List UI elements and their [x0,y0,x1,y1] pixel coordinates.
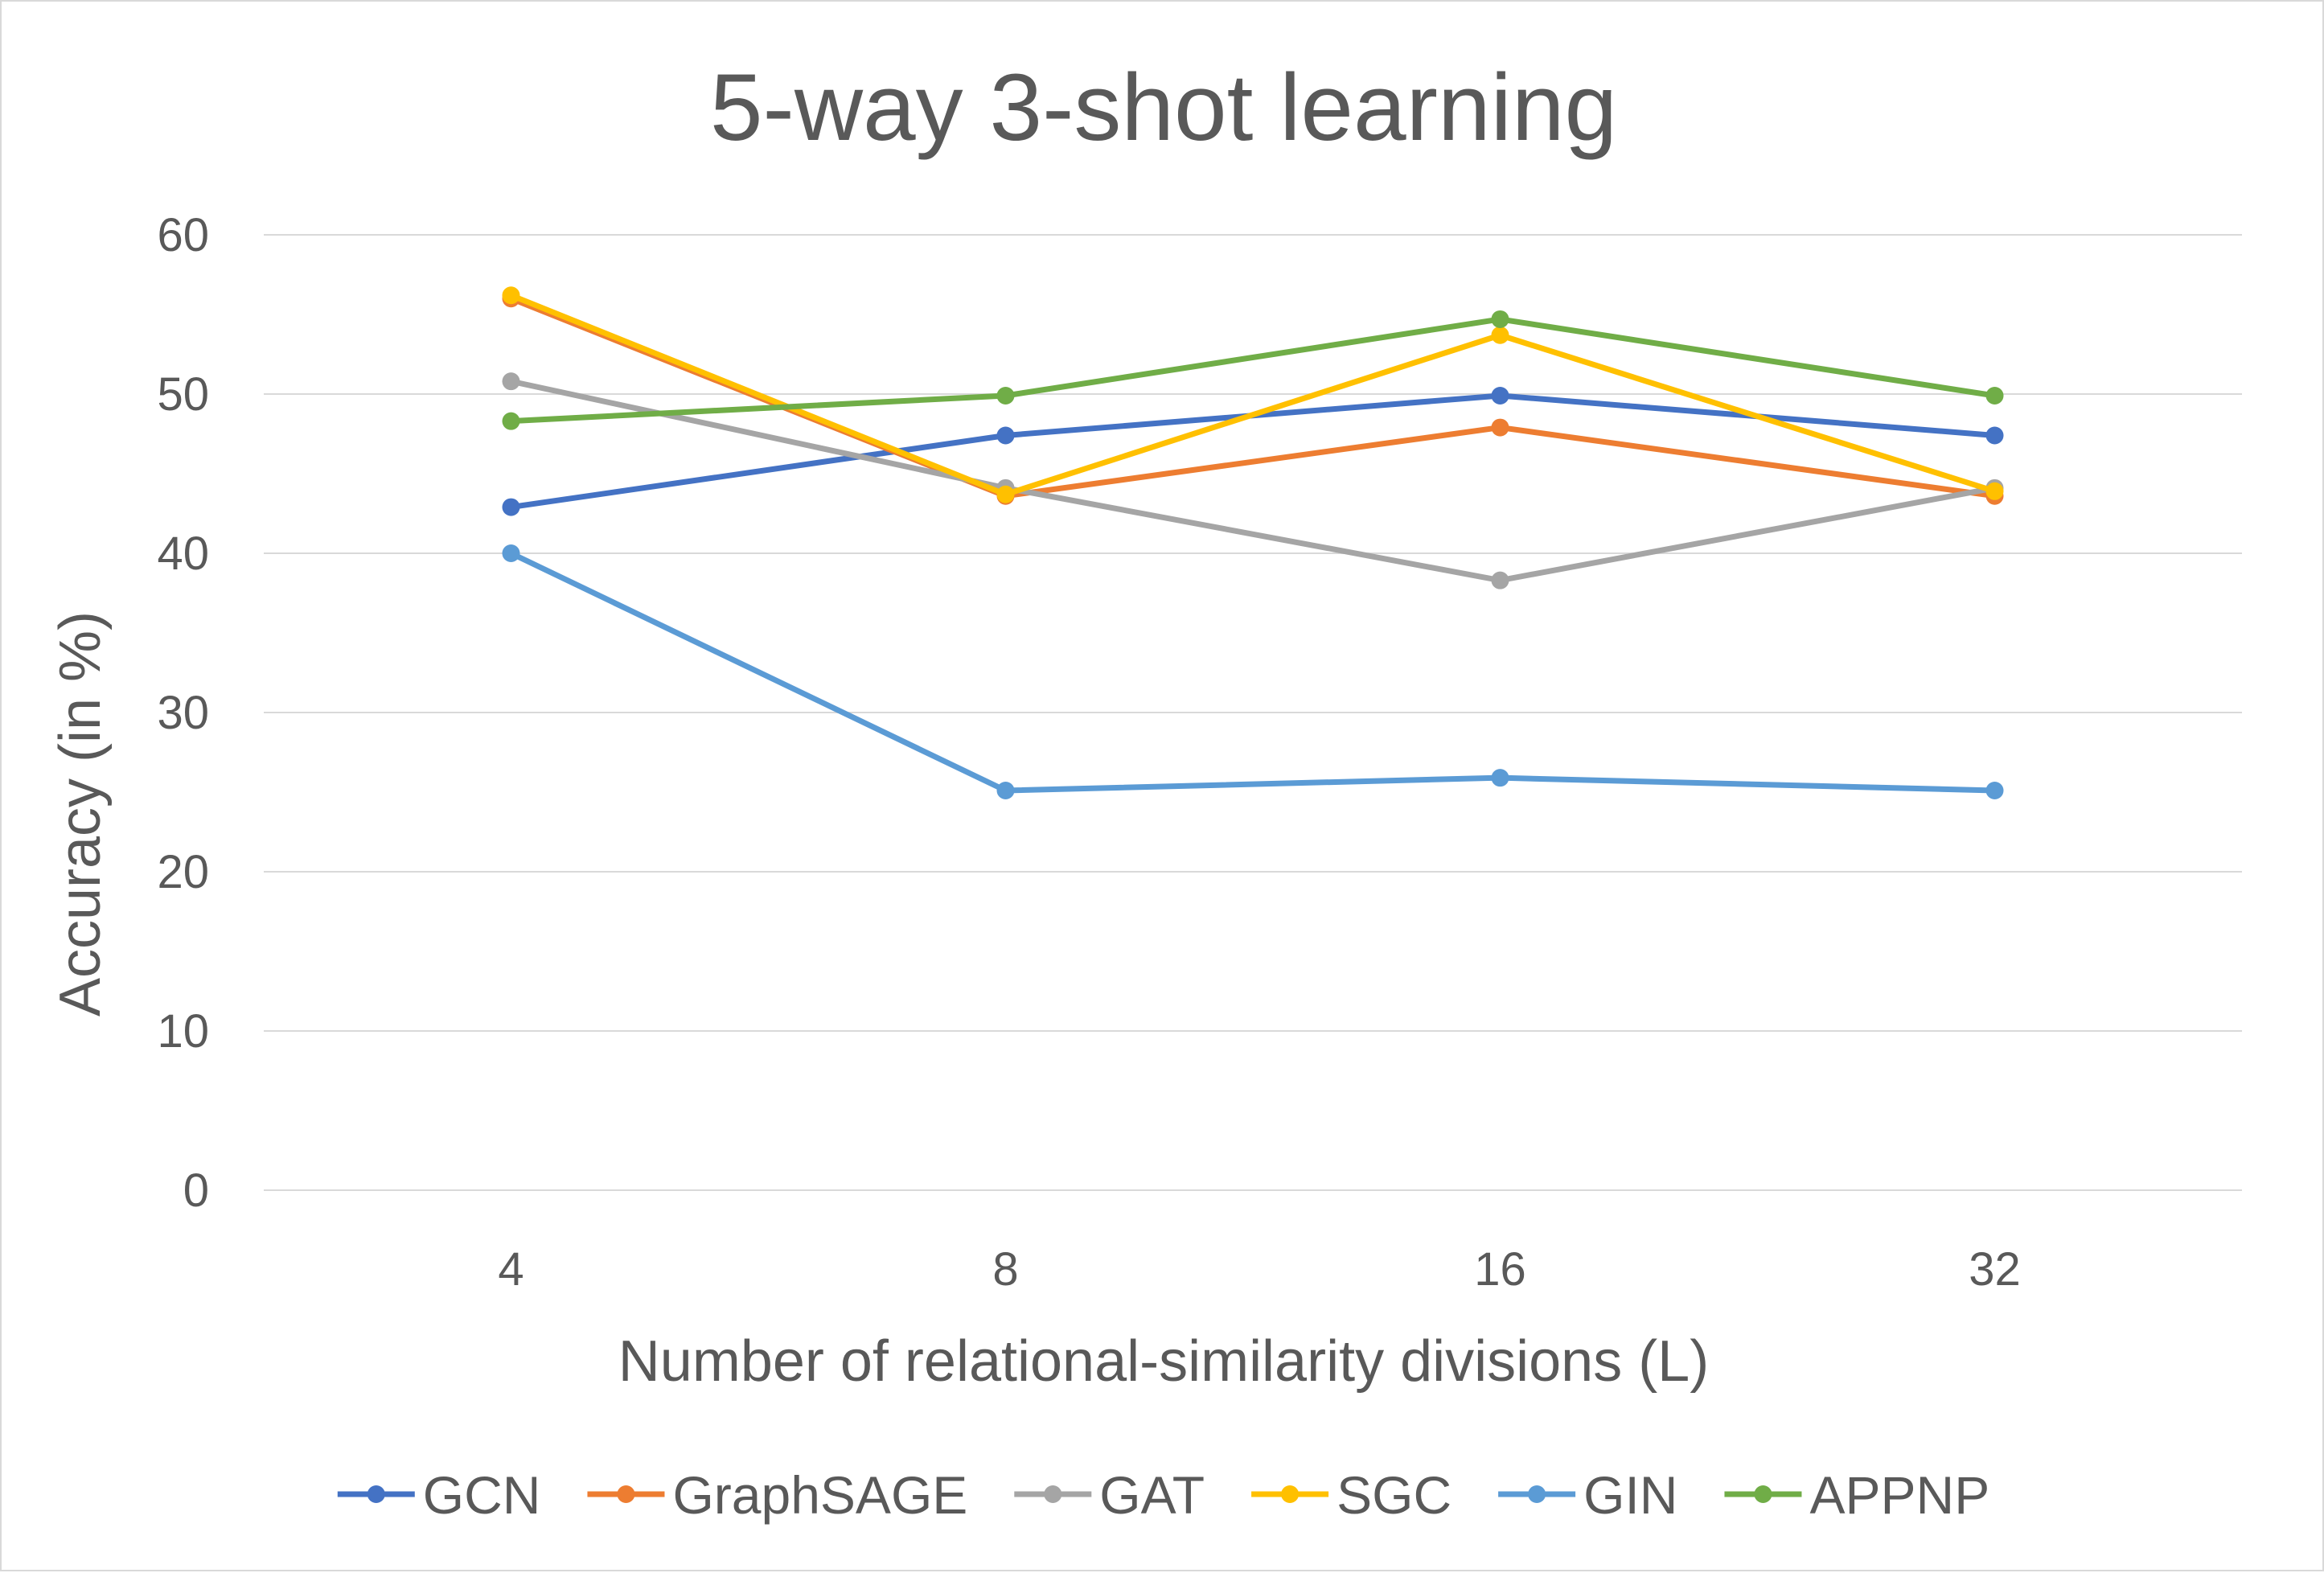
legend-item: APPNP [1724,1465,1989,1525]
legend-label: GAT [1099,1465,1205,1525]
series-gcn [502,386,2004,516]
series-line [508,316,1998,425]
data-point [996,386,1015,405]
data-point [502,544,520,562]
legend-swatch-marker [617,1485,635,1503]
y-axis-label: Accuracy (in %) [48,611,113,1016]
legend-item: GCN [337,1465,541,1525]
y-tick-label: 20 [157,846,209,898]
y-tick-label: 10 [157,1005,209,1058]
data-point [1985,386,2004,405]
legend-item: GraphSAGE [587,1465,967,1525]
legend-item: GIN [1498,1465,1677,1525]
data-point [502,286,520,305]
data-point [502,412,520,430]
y-tick-label: 40 [157,528,209,580]
legend-swatch-marker [367,1485,385,1503]
y-axis-ticks: 0 10 20 30 40 50 60 [157,209,209,1217]
data-point [996,426,1015,445]
legend-item: SGC [1251,1465,1451,1525]
legend-item: GAT [1014,1465,1205,1525]
series-graphsage [502,290,2004,505]
series-sgc [502,286,2004,503]
series-appnp [502,310,2004,430]
series-line [508,378,1998,584]
data-point [996,782,1015,800]
data-point [996,485,1015,503]
x-tick-label: 8 [992,1243,1018,1296]
series-gin [502,544,2004,800]
data-point [1491,386,1509,405]
series-gat [502,372,2004,589]
legend-swatch-marker [1528,1485,1546,1503]
legend-label: GCN [423,1465,541,1525]
y-tick-label: 60 [157,209,209,261]
y-tick-label: 0 [183,1164,209,1217]
data-point [502,498,520,516]
data-point [1985,482,2004,500]
data-point [502,372,520,391]
series-line [508,292,1998,498]
legend-label: GIN [1583,1465,1677,1525]
series-line [508,295,1998,499]
x-axis-label: Number of relational-similarity division… [618,1329,1709,1394]
legend-swatch-marker [1281,1485,1300,1503]
series-lines [502,286,2004,800]
legend-swatch-marker [1754,1485,1772,1503]
series-line [508,550,1998,794]
data-point [1491,310,1509,328]
y-tick-label: 50 [157,368,209,421]
x-tick-label: 32 [1969,1243,2021,1296]
x-tick-label: 16 [1474,1243,1526,1296]
legend-swatch-marker [1044,1485,1062,1503]
legend-label: APPNP [1809,1465,1989,1525]
legend-label: GraphSAGE [672,1465,967,1525]
legend-label: SGC [1337,1465,1451,1525]
data-point [1491,418,1509,437]
legend: GCN GraphSAGE GAT SGC GIN APPNP [337,1465,1989,1525]
x-tick-label: 4 [498,1243,524,1296]
data-point [1985,426,2004,445]
data-point [1985,782,2004,800]
x-axis-ticks: 4 8 16 32 [498,1243,2020,1296]
data-point [1491,326,1509,344]
data-point [1491,769,1509,787]
data-point [1491,571,1509,589]
chart-title: 5-way 3-shot learning [710,55,1617,161]
y-tick-label: 30 [157,687,209,739]
gridlines [264,234,2242,1191]
